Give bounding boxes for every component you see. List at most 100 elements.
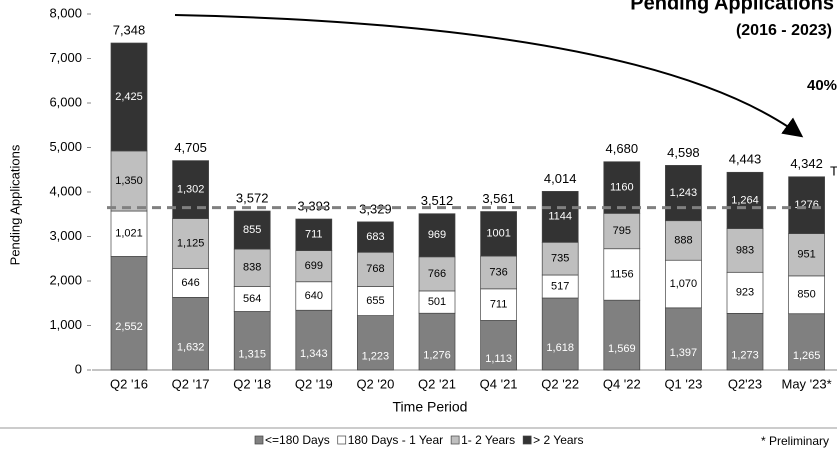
segment-label: 1,264 <box>731 194 759 206</box>
x-tick-label: Q2 '16 <box>110 376 148 391</box>
segment-label: 855 <box>243 224 261 236</box>
segment-label: 1,569 <box>608 343 636 355</box>
total-label: 4,598 <box>667 145 700 160</box>
bar-segment <box>665 259 702 309</box>
total-label: 3,512 <box>421 193 454 208</box>
bar-segment <box>480 320 517 371</box>
total-label: 3,329 <box>359 201 392 216</box>
bar-segment <box>603 213 641 250</box>
segment-label: 1144 <box>548 211 572 223</box>
bar-segment <box>541 297 579 371</box>
x-tick-label: Q2 '19 <box>295 376 333 391</box>
chart-subtitle: (2016 - 2023) <box>736 22 832 39</box>
annotation-right: T <box>830 163 837 178</box>
segment-label: 736 <box>489 266 507 278</box>
bar-segment <box>418 256 456 292</box>
legend-label: > 2 Years <box>533 433 583 447</box>
bar-segment <box>295 309 333 371</box>
segment-label: 564 <box>243 293 261 305</box>
segment-label: 1,223 <box>362 351 390 363</box>
bar-segment <box>110 256 148 371</box>
bar-segment <box>172 268 209 298</box>
bar-segment <box>541 191 579 243</box>
bar-segment <box>603 161 641 214</box>
bar-segment <box>233 210 271 250</box>
trend-arrow <box>174 14 804 138</box>
x-tick-label: Q2'23 <box>728 376 762 391</box>
bar-segment <box>357 221 394 253</box>
footnote: * Preliminary <box>761 434 829 448</box>
y-tick-label: 0 <box>75 361 82 376</box>
segment-label: 983 <box>736 244 754 256</box>
bar-segment <box>665 307 702 371</box>
bar-segment <box>480 211 517 257</box>
x-tick-label: Q2 '18 <box>233 376 271 391</box>
bar-segment <box>418 312 456 371</box>
total-label: 4,342 <box>790 156 823 171</box>
segment-label: 1,618 <box>546 342 574 354</box>
total-label: 3,572 <box>236 190 269 205</box>
segment-label: 2,425 <box>115 91 143 103</box>
segment-label: 888 <box>674 234 692 246</box>
segment-label: 1,265 <box>793 350 821 362</box>
y-tick-label: 3,000 <box>49 228 82 243</box>
segment-label: 1,315 <box>238 349 266 361</box>
x-tick-label: Q1 '23 <box>664 376 702 391</box>
legend-swatch <box>450 435 460 445</box>
segment-label: 1,302 <box>177 184 205 196</box>
legend-swatch <box>337 435 347 445</box>
segment-label: 517 <box>551 280 569 292</box>
total-label: 3,393 <box>298 198 331 213</box>
segment-label: 1,276 <box>423 350 451 362</box>
segment-label: 501 <box>428 296 446 308</box>
x-tick-label: Q4 '21 <box>480 376 518 391</box>
bar-segment <box>418 213 456 258</box>
bar-segment <box>295 281 333 311</box>
y-tick-label: 1,000 <box>49 317 82 332</box>
bar-segment <box>110 42 148 152</box>
segment-label: 1,397 <box>670 347 698 359</box>
bar-segment <box>665 220 702 261</box>
total-label: 7,348 <box>113 22 146 37</box>
annotation: 40% <box>807 77 837 94</box>
segment-label: 2,552 <box>115 321 143 333</box>
segment-label: 683 <box>366 231 384 243</box>
bar-segment <box>726 313 764 371</box>
x-tick-label: Q2 '22 <box>541 376 579 391</box>
total-label: 3,561 <box>482 191 515 206</box>
y-tick-label: 2,000 <box>49 272 82 287</box>
bar-segment <box>603 248 641 301</box>
y-tick-label: 5,000 <box>49 139 82 154</box>
bar-segment <box>295 250 333 283</box>
bar-segment <box>726 171 764 229</box>
x-tick-label: Q4 '22 <box>603 376 641 391</box>
total-label: 4,014 <box>544 171 577 186</box>
legend-label: 1- 2 Years <box>461 433 515 447</box>
legend-swatch <box>254 435 264 445</box>
segment-label: 640 <box>305 290 323 302</box>
bar-segment <box>788 233 825 277</box>
bar-segment <box>726 271 764 314</box>
segment-label: 1,632 <box>177 342 205 354</box>
segment-label: 1,113 <box>485 353 512 365</box>
bar-segment <box>295 218 333 252</box>
segment-label: 1,273 <box>731 350 759 362</box>
bar-segment <box>480 255 517 290</box>
x-tick-label: May '23* <box>782 376 832 391</box>
bar-segment <box>603 299 641 371</box>
legend-swatch <box>522 435 532 445</box>
chart-title: Pending Applications <box>630 0 834 14</box>
bar-segment <box>357 251 394 287</box>
bar-segment <box>541 241 579 276</box>
segment-label: 735 <box>551 253 569 265</box>
bar-segment <box>172 297 209 371</box>
segment-label: 1,021 <box>115 228 143 240</box>
total-label: 4,680 <box>606 141 639 156</box>
bar-segment <box>788 176 825 234</box>
x-tick-label: Q2 '20 <box>356 376 394 391</box>
x-tick-label: Q2 '17 <box>172 376 210 391</box>
bar-segment <box>357 315 394 371</box>
legend-label: 180 Days - 1 Year <box>348 433 443 447</box>
x-axis-title: Time Period <box>393 399 468 415</box>
bar-segment <box>233 311 271 371</box>
